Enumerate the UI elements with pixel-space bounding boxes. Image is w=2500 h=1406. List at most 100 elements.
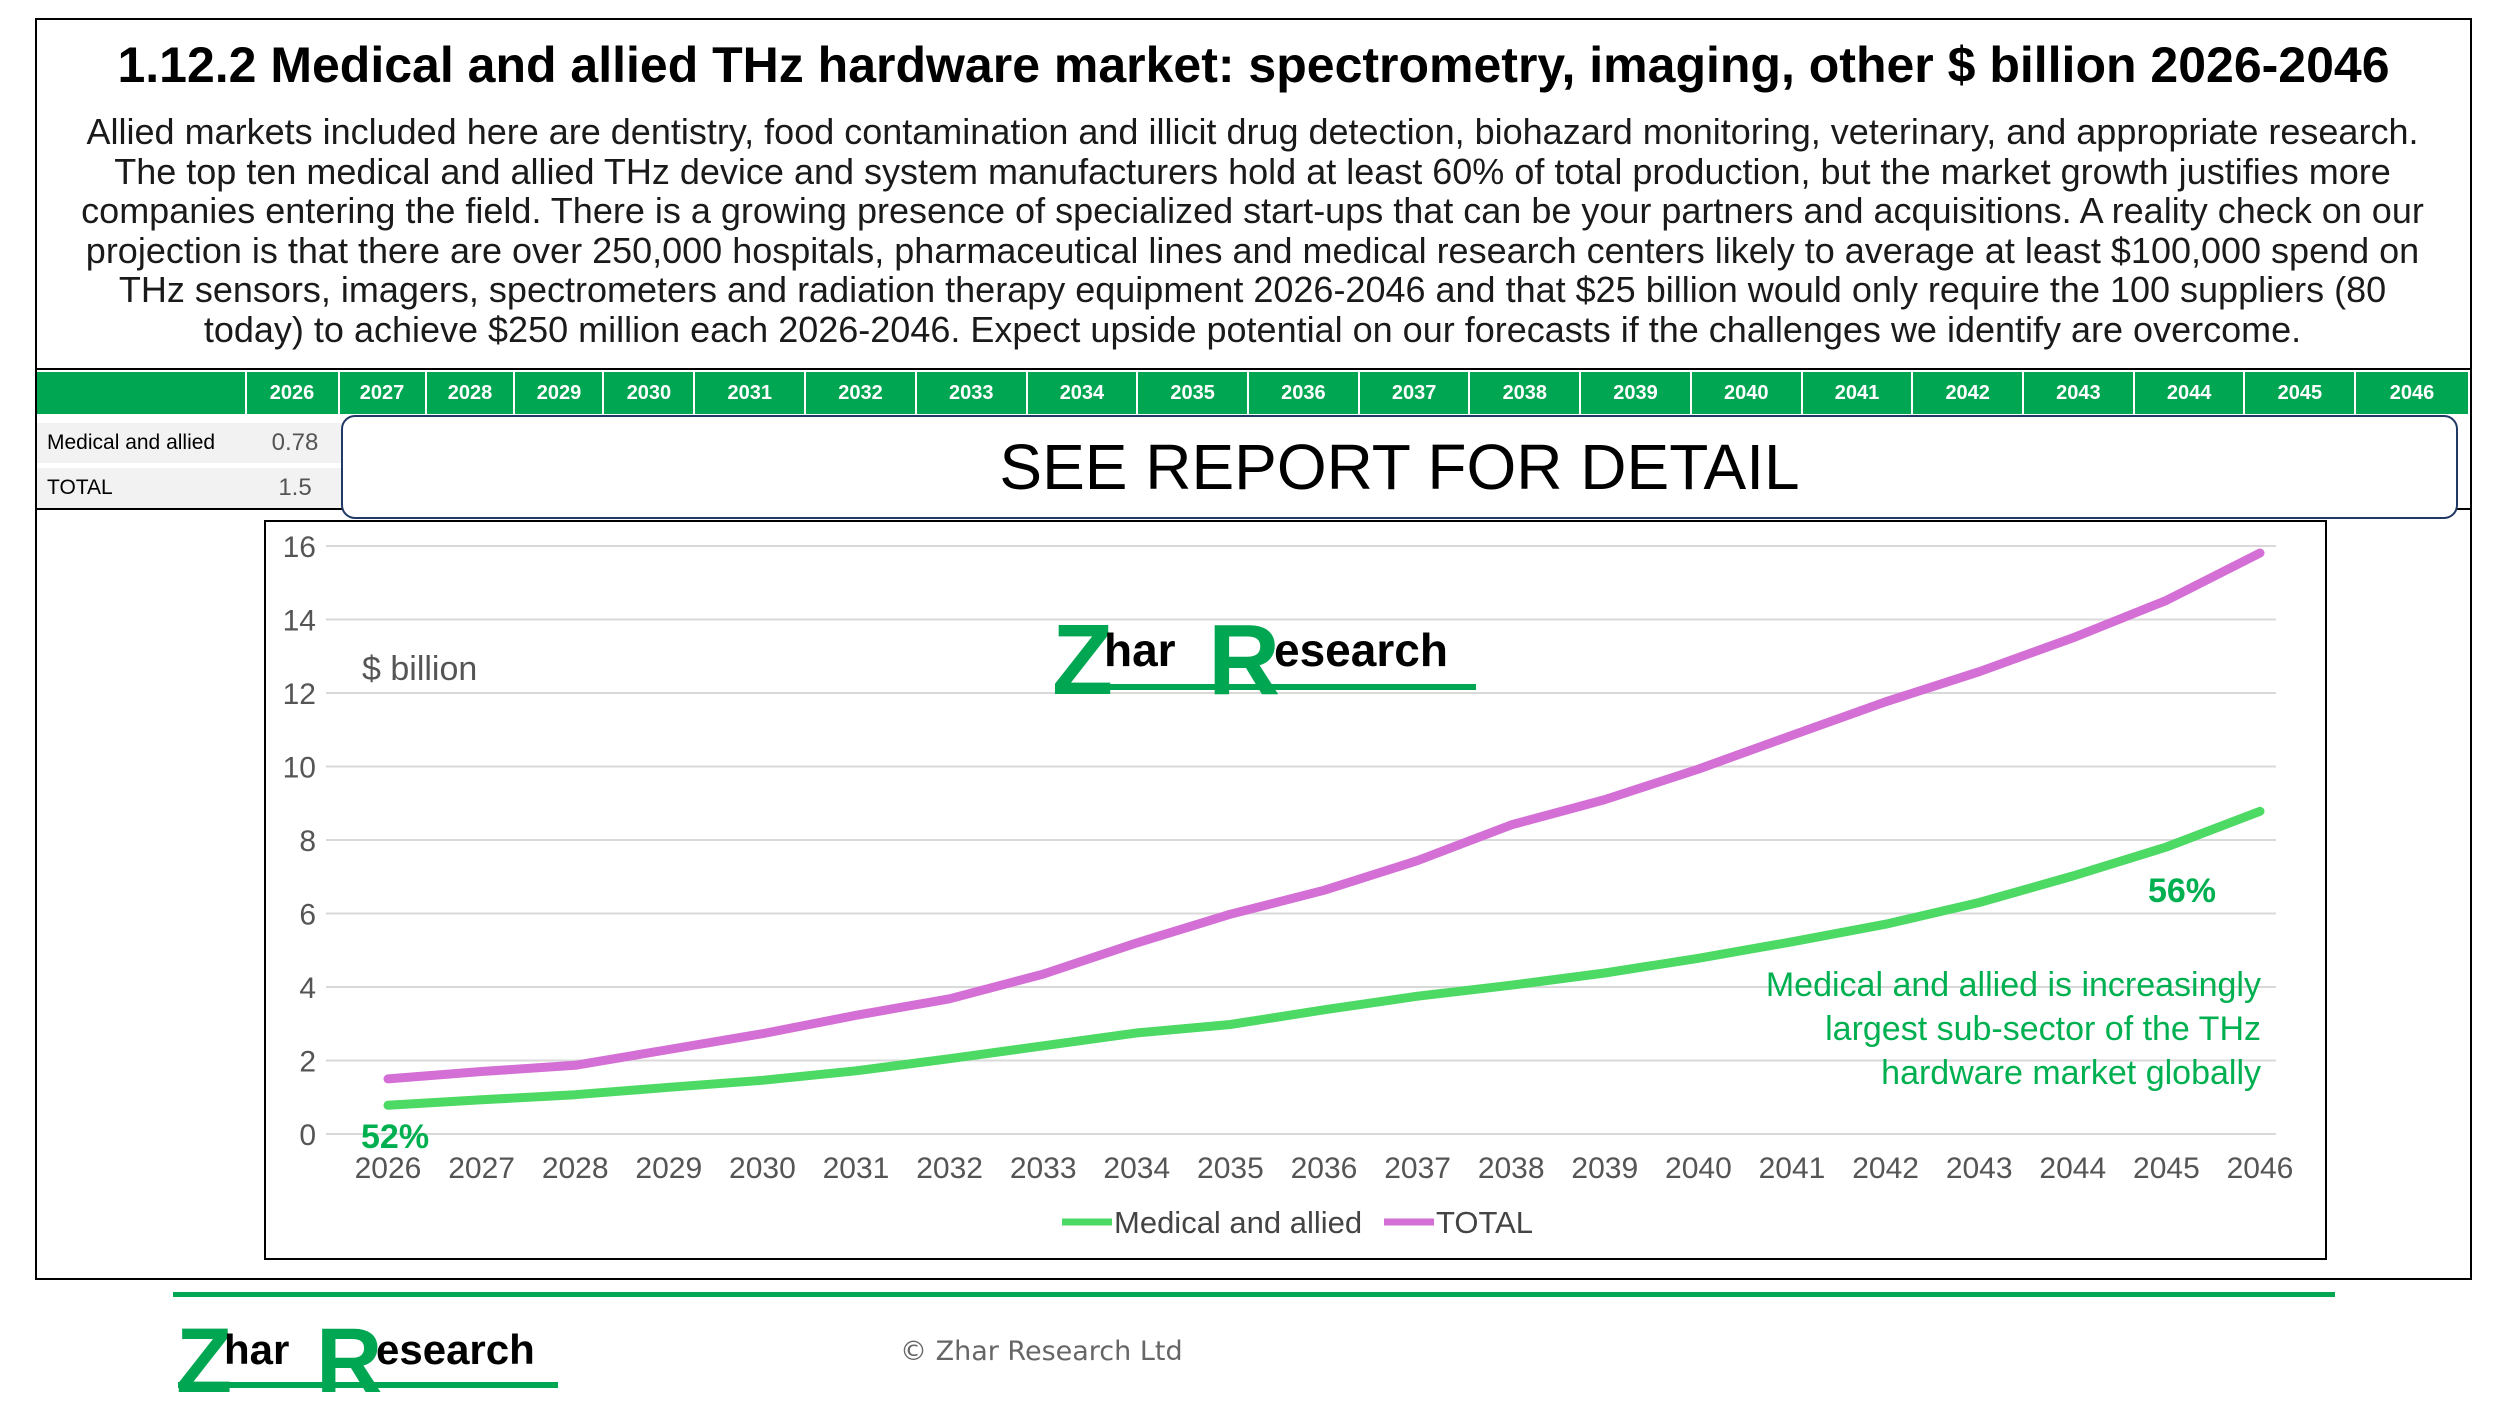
slide-frame — [35, 18, 2472, 1280]
year-header-row: 2026 2027 2028 2029 2030 2031 2032 2033 2034 2035… — [37, 372, 2470, 414]
x-tick-label: 2042 — [1852, 1152, 1919, 1185]
data-point-medical — [1136, 1032, 1138, 1034]
data-point-total — [1042, 973, 1044, 975]
table-row-label-medical: Medical and allied — [47, 431, 216, 454]
year-header-2034: 2034 — [1028, 372, 1139, 414]
logo-esearch: esearch — [1274, 624, 1448, 676]
x-tick-label: 2044 — [2039, 1152, 2106, 1185]
data-point-total — [1791, 734, 1793, 736]
year-header-2046: 2046 — [2356, 372, 2470, 414]
data-point-total — [1885, 701, 1887, 703]
data-point-total — [2072, 637, 2074, 639]
year-header-2036: 2036 — [1249, 372, 1360, 414]
footer-logo-har: har — [224, 1326, 289, 1373]
x-tick-label: 2032 — [916, 1152, 983, 1185]
annotation-line: hardware market globally — [1881, 1054, 2261, 1092]
data-point-total — [1136, 942, 1138, 944]
table-row-label-total: TOTAL — [47, 476, 113, 499]
y-tick-label: 2 — [299, 1046, 316, 1079]
data-point-total — [855, 1014, 857, 1016]
description: Allied markets included here are dentist… — [50, 112, 2455, 349]
description-line: The top ten medical and allied THz devic… — [114, 150, 2391, 192]
data-point-medical — [1978, 901, 1980, 903]
year-header-2031: 2031 — [695, 372, 807, 414]
data-point-medical — [1042, 1045, 1044, 1047]
year-header-2028: 2028 — [427, 372, 516, 414]
row-shade — [37, 468, 342, 508]
data-point-total — [1510, 824, 1512, 826]
x-tick-label: 2028 — [542, 1152, 609, 1185]
y-tick-label: 8 — [299, 825, 316, 858]
x-tick-label: 2036 — [1291, 1152, 1358, 1185]
x-tick-label: 2040 — [1665, 1152, 1732, 1185]
data-point-medical — [1417, 995, 1419, 997]
data-point-medical — [574, 1094, 576, 1096]
x-tick-label: 2026 — [355, 1152, 422, 1185]
x-tick-label: 2035 — [1197, 1152, 1264, 1185]
year-header-2045: 2045 — [2245, 372, 2357, 414]
end-percent: 56% — [2148, 872, 2216, 910]
page-title: 1.12.2 Medical and allied THz hardware m… — [117, 37, 2390, 93]
description-line: Allied markets included here are dentist… — [86, 111, 2419, 152]
data-point-total — [1604, 799, 1606, 801]
data-point-medical — [1604, 972, 1606, 974]
data-point-total — [2259, 552, 2261, 554]
line-chart: 0 2 4 6 8 10 12 14 16 2026 2027 2028 2029 2030 2031 20… — [283, 531, 2294, 1240]
year-header-2035: 2035 — [1138, 372, 1250, 414]
year-header-2033: 2033 — [917, 372, 1028, 414]
data-point-total — [481, 1071, 483, 1073]
data-point-medical — [2165, 846, 2167, 848]
data-point-total — [1323, 889, 1325, 891]
year-header-2043: 2043 — [2024, 372, 2135, 414]
year-header-2030: 2030 — [604, 372, 696, 414]
year-header-2044: 2044 — [2135, 372, 2246, 414]
logo-underline — [1056, 684, 1476, 690]
data-point-total — [1417, 860, 1419, 862]
year-header-lead — [37, 372, 247, 414]
data-point-medical — [1791, 941, 1793, 943]
data-point-medical — [1510, 984, 1512, 986]
year-header-2026: 2026 — [247, 372, 340, 414]
copyright: © Zhar Research Ltd — [900, 1336, 1183, 1367]
footer-logo-esearch: esearch — [376, 1326, 535, 1373]
data-point-total — [1978, 671, 1980, 673]
year-header-2037: 2037 — [1360, 372, 1471, 414]
legend-label-medical: Medical and allied — [1114, 1205, 1362, 1240]
data-point-total — [668, 1048, 670, 1050]
data-point-medical — [949, 1058, 951, 1060]
data-point-total — [1697, 768, 1699, 770]
x-tick-label: 2045 — [2133, 1152, 2200, 1185]
divider — [35, 368, 2472, 370]
x-tick-label: 2046 — [2227, 1152, 2294, 1185]
data-point-medical — [668, 1086, 670, 1088]
y-tick-label: 12 — [283, 678, 316, 711]
data-point-medical — [481, 1099, 483, 1101]
data-point-medical — [1885, 923, 1887, 925]
year-header-2040: 2040 — [1692, 372, 1803, 414]
description-line: companies entering the field. There is a… — [81, 190, 2424, 231]
data-point-medical — [855, 1070, 857, 1072]
data-point-total — [387, 1078, 389, 1080]
start-percent: 52% — [361, 1118, 429, 1156]
x-tick-label: 2043 — [1946, 1152, 2013, 1185]
data-point-total — [1229, 913, 1231, 915]
footer-logo: Z har R esearch — [176, 1310, 558, 1400]
data-point-medical — [1323, 1009, 1325, 1011]
year-header-2039: 2039 — [1581, 372, 1692, 414]
data-point-total — [574, 1064, 576, 1066]
x-tick-label: 2041 — [1759, 1152, 1826, 1185]
see-report-overlay: SEE REPORT FOR DETAIL — [341, 415, 2458, 519]
x-tick-label: 2039 — [1571, 1152, 1638, 1185]
data-point-medical — [1697, 957, 1699, 959]
y-tick-label: 6 — [299, 899, 316, 932]
data-point-medical — [1229, 1023, 1231, 1025]
data-point-medical — [2259, 810, 2261, 812]
data-point-medical — [387, 1104, 389, 1106]
data-point-total — [761, 1033, 763, 1035]
data-point-medical — [761, 1079, 763, 1081]
legend-label-total: TOTAL — [1436, 1205, 1533, 1240]
description-line: projection is that there are over 250,00… — [85, 229, 2420, 271]
table-row-value-total: 1.5 — [278, 474, 312, 501]
year-header-2042: 2042 — [1913, 372, 2025, 414]
description-line: THz sensors, imagers, spectrometers and … — [118, 269, 2387, 310]
